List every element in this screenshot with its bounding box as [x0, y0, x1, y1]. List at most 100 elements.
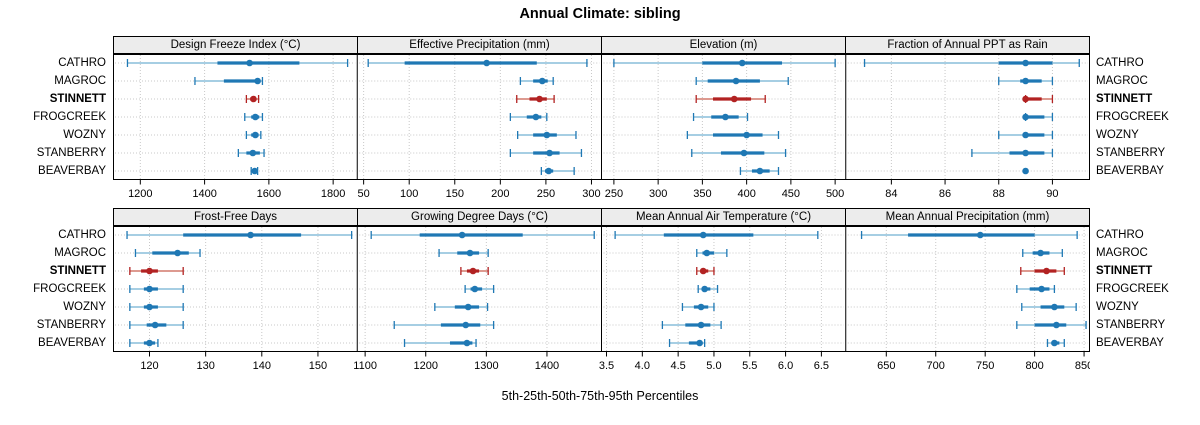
site-label-magroc: MAGROC [54, 247, 106, 259]
median-dot [247, 231, 254, 239]
series-wozny-growing-degree-days-c [434, 303, 489, 311]
series-beaverbay-effective-precipitation-mm [540, 167, 575, 175]
series-wozny-fraction-of-annual-ppt-as-rain [998, 131, 1054, 139]
figure-title: Annual Climate: sibling [519, 6, 681, 22]
panel-header-design-freeze-index-c: Design Freeze Index (°C) [170, 39, 301, 51]
series-beaverbay-elevation-m [739, 167, 780, 175]
median-dot [252, 131, 259, 139]
series-stanberry-mean-annual-precipitation-mm [1016, 321, 1087, 329]
site-label-cathro: CATHRO [1096, 229, 1144, 241]
median-dot [697, 321, 705, 329]
site-labels-right-row-1: CATHRO MAGROC STINNETT FROGCREEK WOZNY STANBE… [1096, 226, 1200, 352]
series-wozny-frost-free-days [129, 303, 184, 311]
axis-tick-label: 800 [1025, 360, 1043, 372]
panel-header-fraction-of-annual-ppt-as-rain: Fraction of Annual PPT as Rain [845, 37, 1089, 53]
axis-tick-label: 120 [140, 360, 158, 372]
series-stanberry-effective-precipitation-mm [509, 149, 583, 157]
median-dot [463, 339, 471, 347]
axis-tick-label: 350 [693, 188, 711, 200]
median-dot [722, 113, 729, 121]
series-magroc-mean-annual-air-temperature-c [696, 249, 728, 257]
median-dot [471, 285, 479, 293]
median-dot [1022, 167, 1029, 175]
series-beaverbay-frost-free-days [129, 339, 159, 347]
axis-tick-label: 3.5 [599, 360, 614, 372]
series-wozny-elevation-m [686, 131, 780, 139]
median-dot [1038, 285, 1045, 293]
median-dot [976, 231, 984, 239]
series-magroc-elevation-m [695, 77, 789, 85]
site-label-stanberry: STANBERRY [1096, 147, 1166, 159]
median-dot [254, 77, 261, 85]
series-stanberry-mean-annual-air-temperature-c [661, 321, 722, 329]
series-stanberry-elevation-m [691, 149, 787, 157]
median-dot [732, 77, 740, 85]
median-dot [174, 249, 181, 257]
series-stinnett-growing-degree-days-c [460, 267, 489, 275]
median-dot [469, 267, 477, 275]
series-beaverbay-design-freeze-index-c [250, 167, 259, 175]
series-beaverbay-growing-degree-days-c [403, 339, 477, 347]
axis-tick-label: 300 [649, 188, 667, 200]
series-stanberry-growing-degree-days-c [393, 321, 495, 329]
site-label-stanberry: STANBERRY [1096, 319, 1166, 331]
series-stinnett-effective-precipitation-mm [516, 95, 555, 103]
panel-header-strip-row-0: Design Freeze Index (°C) Effective Precip… [113, 36, 1090, 54]
axis-tick-label: 450 [782, 188, 800, 200]
site-label-wozny: WOZNY [1096, 129, 1139, 141]
axis-tick-label: 400 [737, 188, 755, 200]
site-label-stanberry: STANBERRY [36, 147, 106, 159]
axis-tick-label: 1400 [192, 188, 216, 200]
median-dot [546, 149, 553, 157]
site-label-stinnett: STINNETT [1096, 93, 1153, 105]
series-frogcreek-mean-annual-precipitation-mm [1016, 285, 1056, 293]
panel-header-effective-precipitation-mm: Effective Precipitation (mm) [357, 37, 601, 53]
axis-tick-label: 1800 [321, 188, 345, 200]
panel-header-elevation-m: Elevation (m) [601, 37, 845, 53]
median-dot [532, 113, 540, 121]
axis-tick-label: 100 [400, 188, 418, 200]
series-magroc-effective-precipitation-mm [519, 77, 554, 85]
median-dot [543, 131, 551, 139]
median-dot [251, 167, 259, 175]
series-magroc-mean-annual-precipitation-mm [1022, 249, 1063, 257]
median-dot [1022, 131, 1029, 139]
series-stinnett-elevation-m [695, 95, 766, 103]
axis-tick-label: 1400 [535, 360, 559, 372]
series-cathro-growing-degree-days-c [370, 231, 595, 239]
median-dot [730, 95, 738, 103]
median-dot [701, 285, 708, 293]
median-dot [697, 303, 705, 311]
median-dot [1051, 339, 1058, 347]
series-frogcreek-fraction-of-annual-ppt-as-rain [1022, 113, 1054, 121]
axis-tick-label: 250 [605, 188, 623, 200]
series-cathro-fraction-of-annual-ppt-as-rain [863, 59, 1080, 67]
median-dot [458, 231, 466, 239]
series-frogcreek-frost-free-days [129, 285, 184, 293]
site-labels-left-row-0: CATHRO MAGROC STINNETT FROGCREEK WOZNY STANBE… [0, 54, 106, 180]
axis-tick-label: 150 [309, 360, 327, 372]
median-dot [1043, 267, 1050, 275]
site-label-magroc: MAGROC [54, 75, 106, 87]
series-beaverbay-mean-annual-precipitation-mm [1046, 339, 1065, 347]
series-cathro-design-freeze-index-c [126, 59, 349, 67]
series-frogcreek-design-freeze-index-c [244, 113, 264, 121]
series-beaverbay-mean-annual-air-temperature-c [668, 339, 706, 347]
median-dot [1053, 321, 1060, 329]
median-dot [1051, 303, 1058, 311]
axis-tick-label: 84 [885, 188, 897, 200]
series-cathro-frost-free-days [126, 231, 353, 239]
median-dot [703, 249, 711, 257]
axis-tick-label: 700 [927, 360, 945, 372]
median-dot [740, 149, 748, 157]
axis-tick-label: 200 [491, 188, 509, 200]
axis-tick-label: 1300 [474, 360, 498, 372]
axis-tick-label: 1100 [353, 360, 377, 372]
site-label-stinnett: STINNETT [1096, 265, 1153, 277]
axis-tick-label: 500 [826, 188, 844, 200]
series-stinnett-fraction-of-annual-ppt-as-rain [1022, 95, 1054, 103]
site-label-wozny: WOZNY [63, 301, 106, 313]
site-label-beaverbay: BEAVERBAY [38, 165, 106, 177]
site-label-wozny: WOZNY [63, 129, 106, 141]
